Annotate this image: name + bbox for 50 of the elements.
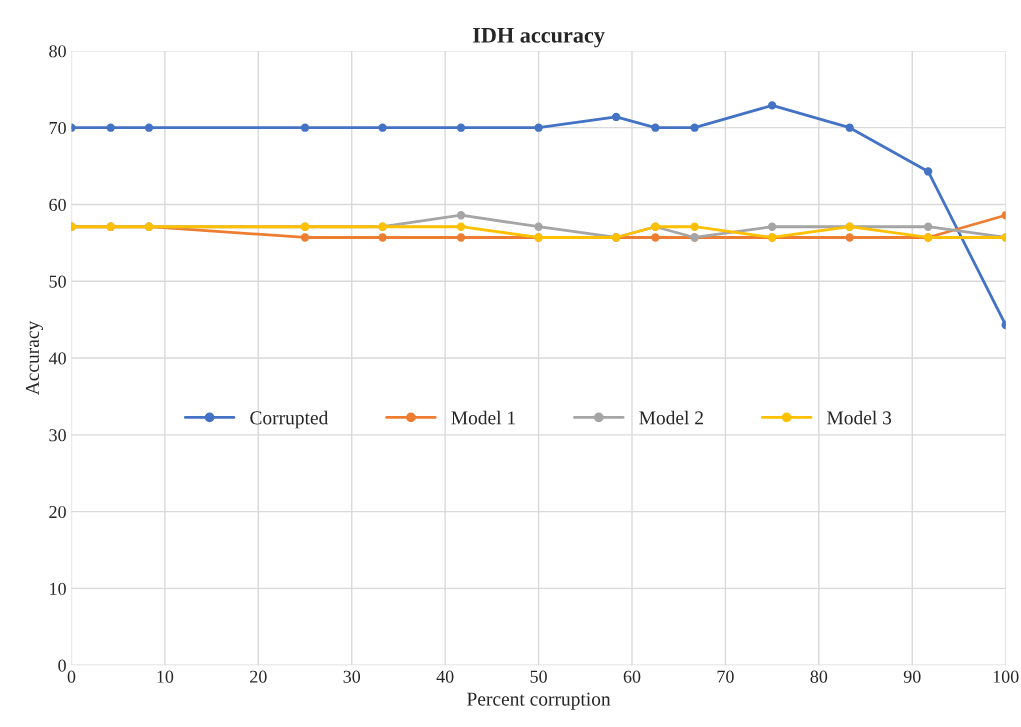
y-tick-label: 40: [48, 352, 66, 365]
point: [651, 123, 660, 132]
x-tick-label: 60: [623, 670, 641, 683]
point: [378, 123, 387, 132]
y-axis-title: Accuracy: [25, 320, 43, 396]
point: [845, 123, 854, 132]
point: [534, 123, 543, 132]
x-tick-label: 0: [67, 670, 76, 683]
point: [845, 233, 854, 242]
x-tick-label: 20: [250, 670, 267, 683]
point: [534, 222, 543, 231]
point: [144, 123, 154, 132]
chart-title: IDH accuracy: [472, 28, 605, 48]
legend-label: Model 1: [451, 410, 515, 425]
point: [923, 167, 933, 176]
y-tick-label: 50: [49, 275, 66, 288]
legend-label: Model 3: [827, 410, 892, 425]
point: [690, 123, 699, 132]
point: [690, 222, 699, 231]
y-tick-label: 20: [49, 505, 66, 519]
point: [651, 233, 660, 242]
legend-label: Model 2: [639, 410, 703, 425]
y-tick-label: 0: [58, 659, 66, 672]
y-tick-label: 30: [49, 429, 66, 442]
x-tick-label: 40: [436, 670, 454, 683]
point: [456, 211, 466, 220]
legend-label: Corrupted: [250, 410, 329, 429]
x-tick-label: 90: [903, 670, 921, 683]
point: [923, 222, 933, 231]
x-axis-title: Percent corruption: [467, 692, 611, 710]
point: [456, 123, 466, 132]
point: [456, 222, 466, 231]
y-tick-label: 10: [50, 582, 66, 595]
x-tick-label: 50: [530, 670, 547, 683]
y-tick-label: 60: [49, 198, 66, 211]
y-tick-label: 80: [49, 45, 66, 58]
point: [300, 123, 310, 132]
x-tick-label: 70: [717, 670, 734, 683]
point: [106, 123, 115, 132]
point: [767, 222, 777, 231]
point: [300, 233, 310, 242]
y-tick-label: 70: [49, 121, 66, 135]
point: [456, 233, 466, 242]
x-tick-label: 100: [993, 670, 1019, 683]
point: [378, 233, 387, 242]
x-tick-label: 80: [810, 670, 828, 683]
x-tick-label: 10: [157, 670, 174, 683]
point: [611, 112, 621, 122]
point: [767, 101, 777, 110]
x-tick-label: 30: [343, 670, 361, 683]
